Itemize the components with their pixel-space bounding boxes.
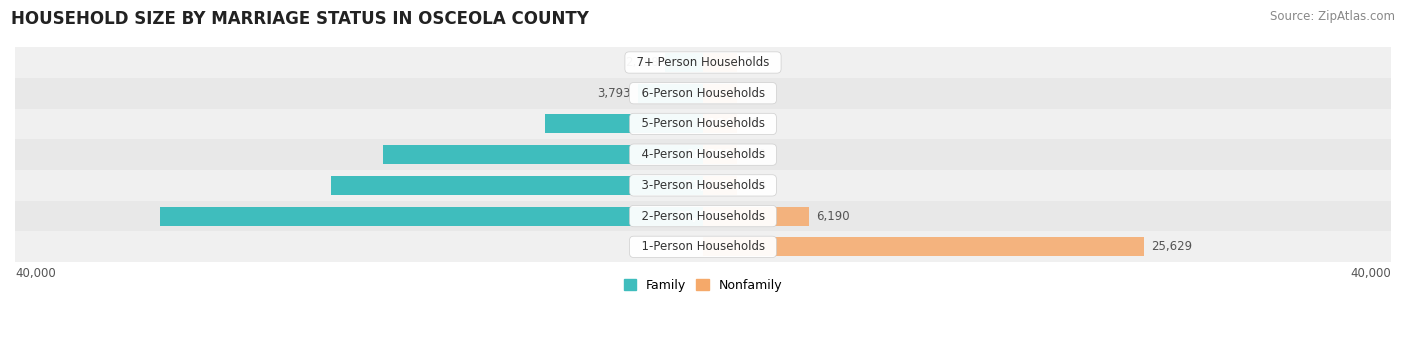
Bar [665,53,703,72]
Text: 18,580: 18,580 [688,148,733,161]
Bar [15,232,1391,262]
Text: 2-Person Households: 2-Person Households [634,209,772,223]
Bar [15,139,1391,170]
Text: 1-Person Households: 1-Person Households [634,240,772,253]
Bar [332,176,703,195]
Bar [703,237,1144,256]
Text: 3-Person Households: 3-Person Households [634,179,772,192]
Text: 3,793: 3,793 [598,87,631,100]
Text: 21,615: 21,615 [685,179,730,192]
Text: 40,000: 40,000 [1350,267,1391,280]
Text: 6-Person Households: 6-Person Households [634,87,772,100]
Bar [703,53,737,72]
Text: 4-Person Households: 4-Person Households [634,148,772,161]
Bar [384,145,703,164]
Bar [703,207,810,226]
Text: 31,580: 31,580 [676,209,721,223]
Text: 0: 0 [744,56,752,69]
Bar [15,201,1391,232]
Text: HOUSEHOLD SIZE BY MARRIAGE STATUS IN OSCEOLA COUNTY: HOUSEHOLD SIZE BY MARRIAGE STATUS IN OSC… [11,10,589,28]
Text: Source: ZipAtlas.com: Source: ZipAtlas.com [1270,10,1395,23]
Text: 0: 0 [744,87,752,100]
Bar [160,207,703,226]
Text: 5-Person Households: 5-Person Households [634,117,772,131]
Text: 90: 90 [744,117,759,131]
Text: 6,190: 6,190 [817,209,851,223]
Text: 25,629: 25,629 [1150,240,1192,253]
Bar [15,47,1391,78]
Bar [703,145,737,164]
Text: 2,198: 2,198 [624,56,658,69]
Text: 7+ Person Households: 7+ Person Households [628,56,778,69]
Bar [15,108,1391,139]
Bar [703,115,737,134]
Bar [15,78,1391,108]
Bar [703,84,737,103]
Text: 568: 568 [744,179,766,192]
Bar [703,176,737,195]
Legend: Family, Nonfamily: Family, Nonfamily [619,274,787,297]
Text: 9,194: 9,194 [695,117,733,131]
Bar [15,170,1391,201]
Bar [638,84,703,103]
Text: 40,000: 40,000 [15,267,56,280]
Text: 380: 380 [744,148,766,161]
Bar [546,115,703,134]
